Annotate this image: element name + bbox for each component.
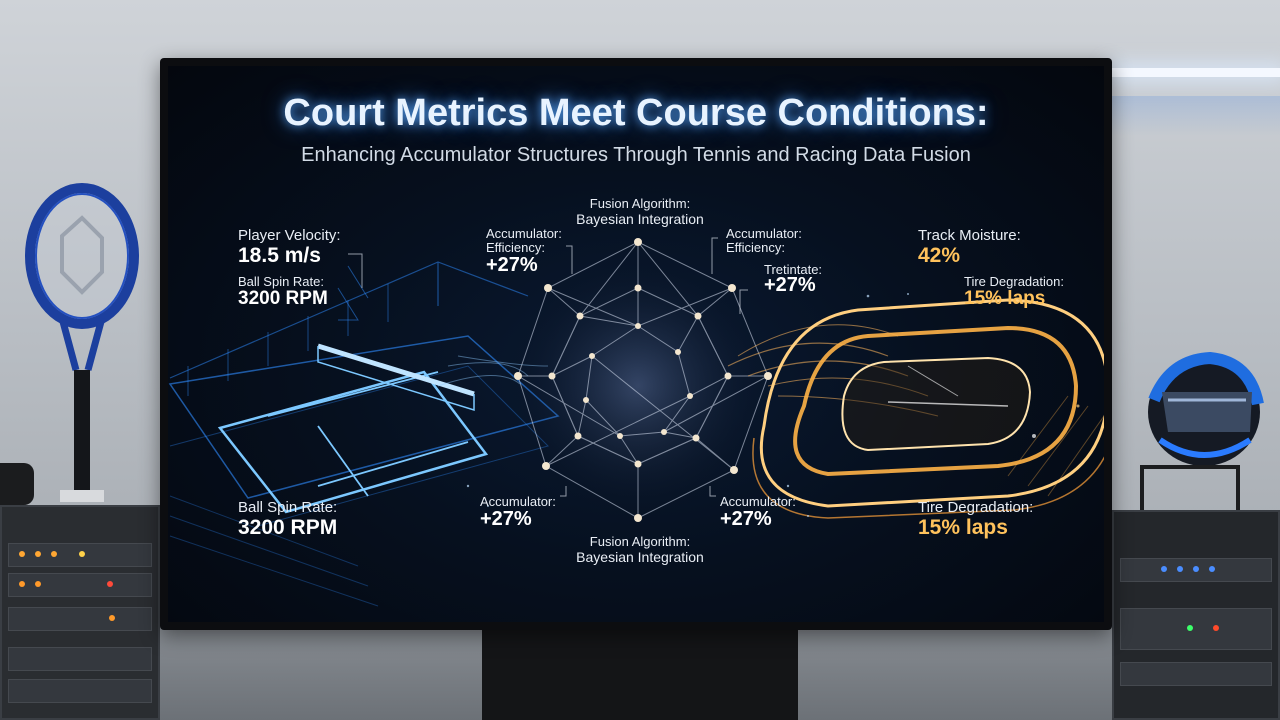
accumulator-value-bottom-right: +27% <box>720 508 772 530</box>
ceiling-light <box>1112 68 1280 77</box>
efficiency-label-top-left: Efficiency: <box>486 240 546 255</box>
track-moisture-label: Track Moisture: <box>918 227 1021 244</box>
player-velocity-value: 18.5 m/s <box>238 244 321 267</box>
race-track-graphic <box>752 298 1104 519</box>
equipment-rack-left <box>0 505 160 720</box>
display-screen: Court Metrics Meet Course Conditions: En… <box>168 66 1104 622</box>
status-led <box>1161 566 1167 572</box>
tennis-racket <box>25 183 139 502</box>
status-led <box>1193 566 1199 572</box>
bayesian-integration-label-top: Bayesian Integration <box>576 211 704 227</box>
status-led <box>19 551 25 557</box>
status-led <box>79 551 85 557</box>
treatment-value: +27% <box>764 274 816 296</box>
bayesian-integration-label-bottom: Bayesian Integration <box>576 549 704 565</box>
status-led <box>107 581 113 587</box>
player-velocity-label: Player Velocity: <box>238 227 341 244</box>
rack-unit <box>1120 558 1272 582</box>
ball-spin-label-bottom: Ball Spin Rate: <box>238 499 338 516</box>
rack-unit <box>8 573 152 597</box>
tire-degradation-value-bottom: 15% laps <box>918 516 1008 539</box>
status-led <box>35 581 41 587</box>
accumulator-label-top-right: Accumulator: <box>726 226 802 241</box>
page-title: Court Metrics Meet Course Conditions: <box>283 92 989 134</box>
monitor-stand <box>482 628 798 720</box>
accumulator-value-bottom-left: +27% <box>480 508 532 530</box>
ball-spin-value-bottom: 3200 RPM <box>238 516 338 539</box>
helmet-stand <box>1140 465 1240 513</box>
status-led <box>1209 566 1215 572</box>
fusion-core-network <box>503 238 773 522</box>
rack-unit <box>8 543 152 567</box>
side-device <box>0 463 34 505</box>
tennis-court-graphic <box>168 261 560 607</box>
page-subtitle: Enhancing Accumulator Structures Through… <box>301 144 971 166</box>
ball-spin-value-top: 3200 RPM <box>238 288 328 309</box>
status-led <box>1187 625 1193 631</box>
track-moisture-value: 42% <box>918 244 961 267</box>
accumulator-label-bottom-right: Accumulator: <box>720 494 796 509</box>
rack-unit <box>1120 608 1272 650</box>
glow-particles <box>466 293 1080 517</box>
accumulator-label-bottom-left: Accumulator: <box>480 494 556 509</box>
tire-degradation-label-top: Tire Degradation: <box>964 274 1064 289</box>
callout-lines <box>348 237 748 497</box>
fusion-algorithm-label-top: Fusion Algorithm: <box>589 196 691 211</box>
treatment-label: Tretintate: <box>764 262 823 277</box>
wall-glow <box>1112 96 1280 136</box>
fusion-algorithm-label-bottom: Fusion Algorithm: <box>589 534 691 549</box>
tire-degradation-label-bottom: Tire Degradation: <box>918 499 1034 516</box>
rack-unit <box>8 679 152 703</box>
racing-helmet <box>1148 351 1264 466</box>
status-led <box>19 581 25 587</box>
status-led <box>35 551 41 557</box>
status-led <box>109 615 115 621</box>
rack-unit <box>1120 662 1272 686</box>
fusion-visualization <box>168 237 1104 607</box>
equipment-rack-right <box>1112 510 1280 720</box>
rack-unit <box>8 607 152 631</box>
status-led <box>1177 566 1183 572</box>
status-led <box>1213 625 1219 631</box>
accumulator-value-top-left: +27% <box>486 254 538 276</box>
efficiency-label-top-right: Efficiency: <box>726 240 786 255</box>
data-stream-gold <box>727 324 939 417</box>
accumulator-label-top-left: Accumulator: <box>486 226 562 241</box>
ball-spin-label-top: Ball Spin Rate: <box>238 274 324 289</box>
tire-degradation-value-top: 15% laps <box>964 288 1046 309</box>
rack-unit <box>8 647 152 671</box>
status-led <box>51 551 57 557</box>
